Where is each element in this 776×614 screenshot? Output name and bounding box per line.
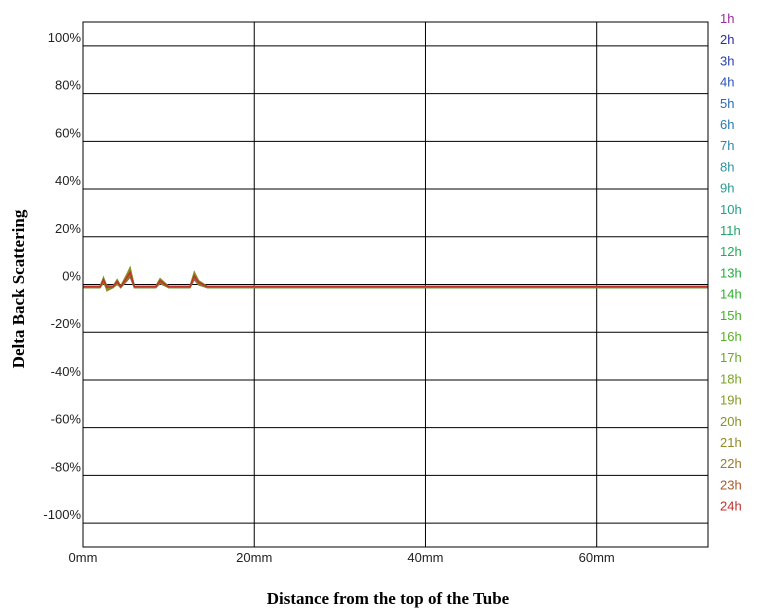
series-line-23h <box>83 272 708 289</box>
legend-entry-5h: 5h <box>720 96 734 111</box>
legend-entry-18h: 18h <box>720 371 742 386</box>
x-tick-label: 20mm <box>236 550 272 565</box>
y-tick-label: -40% <box>51 364 82 379</box>
legend-entry-22h: 22h <box>720 456 742 471</box>
legend-entry-11h: 11h <box>720 223 741 238</box>
legend-entry-9h: 9h <box>720 181 734 196</box>
y-tick-label: -20% <box>51 316 82 331</box>
legend: 1h 2h 3h 4h 5h 6h 7h 8h 9h 10h 11h 12h 13h 14h 15h 16h 1… <box>720 11 742 514</box>
y-tick-label: -80% <box>51 459 82 474</box>
x-tick-label: 40mm <box>407 550 443 565</box>
y-tick-label: 80% <box>55 78 81 93</box>
legend-entry-4h: 4h <box>720 75 734 90</box>
legend-entry-20h: 20h <box>720 414 742 429</box>
y-tick-label: 60% <box>55 125 81 140</box>
legend-entry-8h: 8h <box>720 159 734 174</box>
plot-area <box>82 21 709 548</box>
legend-entry-23h: 23h <box>720 477 742 492</box>
y-tick-label: 20% <box>55 221 81 236</box>
series-lines <box>83 265 708 292</box>
y-tick-label: 0% <box>62 269 81 284</box>
x-tick-labels: 0mm 20mm 40mm 60mm <box>69 550 615 565</box>
legend-entry-7h: 7h <box>720 138 734 153</box>
legend-entry-2h: 2h <box>720 32 734 47</box>
y-axis-title: Delta Back Scattering <box>9 209 28 368</box>
legend-entry-19h: 19h <box>720 393 742 408</box>
series-line-10h <box>83 269 708 288</box>
y-tick-label: -60% <box>51 412 82 427</box>
legend-entry-10h: 10h <box>720 202 742 217</box>
y-tick-label: 40% <box>55 173 81 188</box>
x-tick-label: 60mm <box>579 550 615 565</box>
legend-entry-16h: 16h <box>720 329 742 344</box>
y-tick-label: 100% <box>48 30 82 45</box>
y-tick-labels: 100% 80% 60% 40% 20% 0% -20% -40% -60% -80% -100% <box>43 30 81 522</box>
y-tick-label: -100% <box>43 507 81 522</box>
series-line-14h <box>83 265 708 290</box>
series-line-24h <box>83 270 708 288</box>
legend-entry-3h: 3h <box>720 53 734 68</box>
x-axis-title: Distance from the top of the Tube <box>267 589 510 608</box>
legend-entry-15h: 15h <box>720 308 742 323</box>
grid <box>83 22 708 547</box>
x-tick-label: 0mm <box>69 550 98 565</box>
legend-entry-17h: 17h <box>720 350 742 365</box>
legend-entry-21h: 21h <box>720 435 742 450</box>
legend-entry-6h: 6h <box>720 117 734 132</box>
series-line-8h <box>83 274 708 288</box>
legend-entry-1h: 1h <box>720 11 734 26</box>
legend-entry-14h: 14h <box>720 287 742 302</box>
legend-entry-13h: 13h <box>720 265 742 280</box>
legend-entry-24h: 24h <box>720 499 742 514</box>
legend-entry-12h: 12h <box>720 244 742 259</box>
